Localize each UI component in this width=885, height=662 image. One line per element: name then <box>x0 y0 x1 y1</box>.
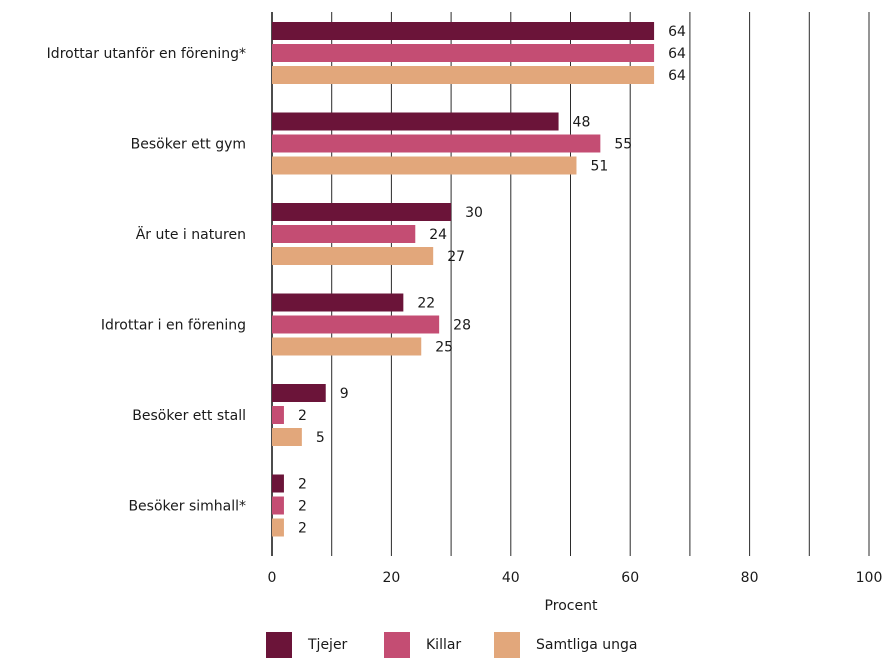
bar-killar <box>272 406 284 424</box>
legend-item-samtliga-unga: Samtliga unga <box>494 628 638 662</box>
bar-tjejer <box>272 293 404 312</box>
bar-samtliga-unga <box>272 156 577 175</box>
data-label: 2 <box>298 499 307 515</box>
category-labels: Idrottar utanför en förening* Besöker ett… <box>47 46 246 515</box>
bar-samtliga-unga <box>272 66 655 84</box>
data-label: 2 <box>298 477 307 493</box>
bar-tjejer <box>272 384 326 402</box>
data-label: 5 <box>316 430 325 446</box>
gridlines <box>271 12 870 556</box>
data-label: 28 <box>453 318 471 334</box>
bar-tjejer <box>272 112 559 131</box>
data-label: 24 <box>429 227 447 243</box>
x-tick-labels: 0 20 40 60 80 100 <box>268 570 883 586</box>
legend-swatch-killar <box>384 632 410 658</box>
data-label: 27 <box>447 249 465 265</box>
data-label: 30 <box>465 205 483 221</box>
bar-samtliga-unga <box>272 337 422 356</box>
legend-label-samtliga-unga: Samtliga unga <box>536 637 638 653</box>
category-label: Besöker ett stall <box>132 408 246 424</box>
legend-item-killar: Killar <box>384 628 461 662</box>
legend-swatch-samtliga-unga <box>494 632 520 658</box>
data-label: 48 <box>573 115 591 131</box>
bar-killar <box>272 225 416 243</box>
category-label: Besöker ett gym <box>131 137 246 153</box>
bar-samtliga-unga <box>272 428 302 446</box>
data-label: 2 <box>298 408 307 424</box>
bar-tjejer <box>272 22 655 40</box>
bar-killar <box>272 496 284 515</box>
category-label: Idrottar utanför en förening* <box>47 46 246 62</box>
data-label: 2 <box>298 521 307 537</box>
category-label: Är ute i naturen <box>136 225 246 243</box>
bar-killar <box>272 134 601 153</box>
data-label: 64 <box>668 24 686 40</box>
legend-swatch-tjejer <box>266 632 292 658</box>
x-tick-label: 0 <box>268 570 277 586</box>
x-tick-label: 60 <box>621 570 639 586</box>
data-label: 9 <box>340 386 349 402</box>
x-tick-label: 80 <box>741 570 759 586</box>
data-label: 64 <box>668 46 686 62</box>
x-axis-title: Procent <box>545 598 598 614</box>
legend-item-tjejer: Tjejer <box>266 628 347 662</box>
bar-tjejer <box>272 203 452 221</box>
bar-tjejer <box>272 474 284 493</box>
x-tick-label: 20 <box>382 570 400 586</box>
data-label: 64 <box>668 68 686 84</box>
bar-samtliga-unga <box>272 518 284 537</box>
bar-killar <box>272 315 440 334</box>
x-tick-label: 40 <box>502 570 520 586</box>
data-label: 22 <box>417 296 435 312</box>
data-label: 55 <box>614 137 632 153</box>
category-label: Idrottar i en förening <box>101 318 246 334</box>
legend-label-tjejer: Tjejer <box>308 637 348 653</box>
bar-samtliga-unga <box>272 247 434 265</box>
legend: Tjejer Killar Samtliga unga <box>0 628 885 662</box>
data-label: 51 <box>590 159 608 175</box>
x-tick-label: 100 <box>856 570 883 586</box>
category-label: Besöker simhall* <box>128 499 246 515</box>
bar-killar <box>272 44 655 62</box>
bars <box>272 22 655 537</box>
data-label: 25 <box>435 340 453 356</box>
legend-label-killar: Killar <box>426 637 462 653</box>
